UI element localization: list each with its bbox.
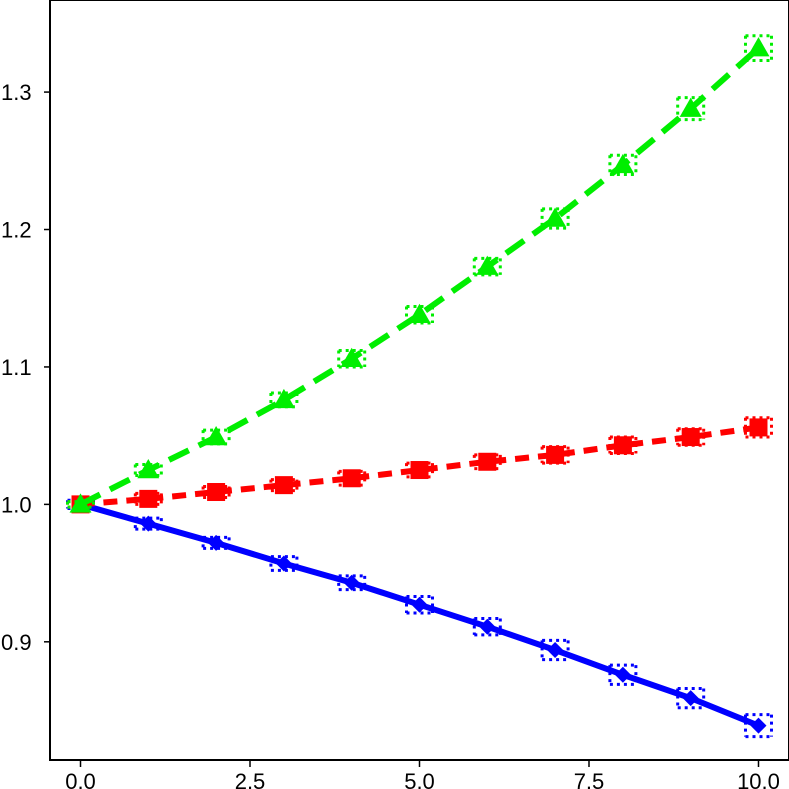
x-tick-label: 0.0	[65, 769, 96, 789]
series-line	[79, 45, 761, 508]
y-tick-label: 0.9	[1, 630, 32, 655]
data-point-triangle	[69, 493, 92, 513]
data-point-triangle	[205, 426, 228, 446]
x-tick: 0.0	[65, 760, 96, 789]
data-point-diamond	[411, 596, 428, 613]
data-point-triangle	[747, 37, 770, 57]
y-axis: 0.9 1.0 1.1 1.2 1.3	[1, 80, 50, 655]
data-point-square	[342, 469, 361, 488]
data-point-square	[613, 436, 632, 455]
x-tick-label: 7.5	[574, 769, 605, 789]
y-tick-label: 1.1	[1, 355, 32, 380]
x-tick: 2.5	[235, 760, 266, 789]
x-tick: 10.0	[737, 760, 780, 789]
x-tick-label: 5.0	[404, 769, 435, 789]
y-tick: 0.9	[1, 630, 50, 655]
data-point-diamond	[343, 574, 360, 591]
x-axis: 0.0 2.5 5.0 7.5 10.0	[65, 760, 780, 789]
y-tick: 1.0	[1, 492, 50, 517]
data-point-square	[274, 476, 293, 495]
data-point-diamond	[682, 690, 699, 707]
y-tick: 1.3	[1, 80, 50, 105]
data-point-diamond	[479, 618, 496, 635]
x-tick: 7.5	[574, 760, 605, 789]
data-point-diamond	[275, 555, 292, 572]
data-point-diamond	[614, 666, 631, 683]
data-point-triangle	[476, 255, 499, 275]
series-1	[66, 496, 773, 739]
y-tick: 1.2	[1, 218, 50, 243]
data-point-diamond	[750, 717, 767, 734]
series-3	[66, 34, 773, 513]
data-point-triangle	[137, 459, 160, 479]
data-point-square	[749, 418, 768, 437]
data-point-square	[478, 452, 497, 471]
data-point-diamond	[140, 515, 157, 532]
data-point-diamond	[547, 642, 564, 659]
data-point-triangle	[272, 388, 295, 409]
data-point-square	[139, 489, 158, 508]
x-tick-label: 10.0	[737, 769, 780, 789]
data-point-triangle	[679, 97, 702, 117]
data-point-triangle	[544, 207, 567, 227]
data-point-square	[410, 461, 429, 480]
data-point-square	[207, 483, 226, 502]
x-tick-label: 2.5	[235, 769, 266, 789]
data-point-triangle	[340, 347, 363, 367]
y-tick-label: 1.0	[1, 492, 32, 517]
series-2	[66, 416, 773, 514]
data-point-triangle	[611, 153, 634, 174]
x-tick: 5.0	[404, 760, 435, 789]
series-line	[79, 501, 760, 729]
y-tick-label: 1.2	[1, 218, 32, 243]
data-point-square	[681, 428, 700, 447]
y-tick-label: 1.3	[1, 80, 32, 105]
data-point-triangle	[408, 303, 431, 323]
data-point-square	[546, 445, 565, 464]
y-tick: 1.1	[1, 355, 50, 380]
data-point-diamond	[208, 534, 225, 551]
